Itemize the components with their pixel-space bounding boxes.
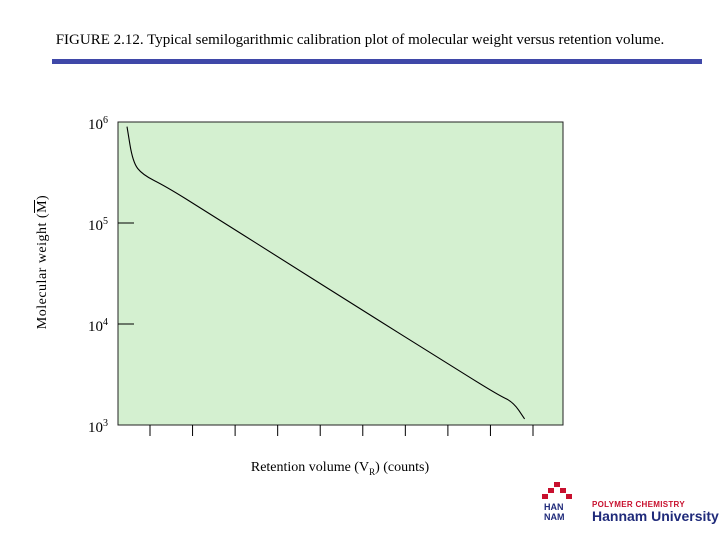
logo-university-name: Hannam University <box>592 508 719 524</box>
x-axis-ticks <box>149 425 534 436</box>
x-axis-label-main: Retention volume (V <box>250 460 370 475</box>
y-tick-label-6: 106 <box>88 115 108 133</box>
y-tick-label-4: 104 <box>88 317 108 335</box>
y-axis-label-suffix: ) <box>35 194 50 200</box>
calibration-curve <box>126 126 526 420</box>
y-tick-label-5: 105 <box>88 216 108 234</box>
logo-nam: NAM <box>544 512 565 522</box>
logo-subtitle: POLYMER CHEMISTRY <box>592 500 685 509</box>
y-axis-ticks <box>118 222 134 325</box>
logo-han: HAN <box>544 502 564 512</box>
university-logo: HAN NAM POLYMER CHEMISTRY Hannam Univers… <box>540 482 719 532</box>
y-axis-label-symbol: M <box>35 199 50 213</box>
hannam-logo-icon <box>542 482 572 499</box>
x-axis-label-suffix: ) (counts) <box>375 460 430 475</box>
figure-title: FIGURE 2.12. Typical semilogarithmic cal… <box>55 32 665 48</box>
y-axis-label-prefix: Molecular weight ( <box>35 212 50 330</box>
x-axis-label-sub: R <box>369 466 376 477</box>
x-axis-label: Retention volume (VR) (counts) <box>251 460 429 477</box>
y-tick-label-3: 103 <box>88 418 108 436</box>
y-axis-tick-labels: 106 105 104 103 <box>88 115 108 436</box>
logo-han-nam: HAN NAM <box>544 502 574 522</box>
title-rule <box>52 59 702 64</box>
y-axis-label: Molecular weight (M) <box>35 195 51 329</box>
plot-area <box>117 121 564 426</box>
